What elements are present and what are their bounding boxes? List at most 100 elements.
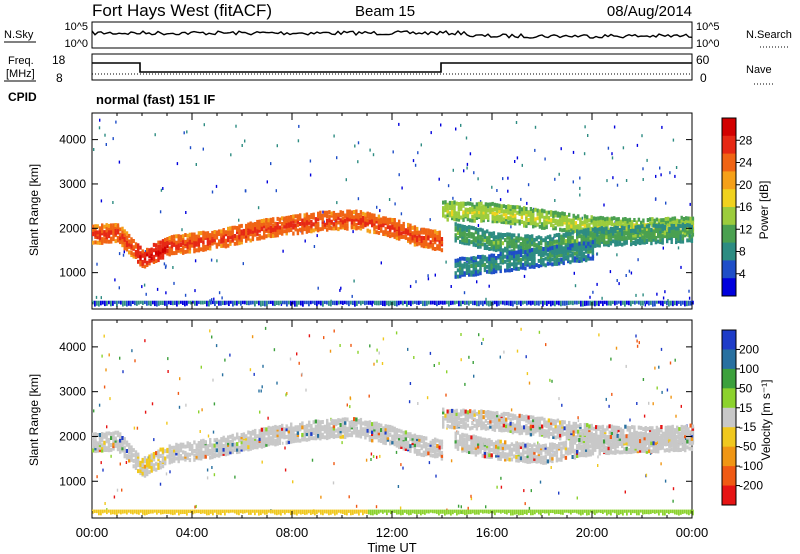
power-echo-cell — [504, 246, 507, 251]
power-echo-cell — [522, 237, 525, 242]
velocity-echo-cell — [640, 431, 643, 436]
velocity-echo-cell — [547, 420, 551, 425]
power-echo-cell — [465, 257, 469, 262]
power-echo-cell — [328, 210, 331, 215]
power-scatter-cell — [675, 166, 678, 169]
velocity-echo-cell — [312, 431, 315, 435]
velocity-echo-cell — [238, 435, 241, 440]
velocity-echo-cell — [484, 410, 488, 415]
power-echo-cell — [604, 224, 607, 229]
power-echo-cell — [330, 226, 333, 231]
power-echo-cell — [513, 233, 516, 238]
power-echo-cell — [619, 222, 623, 227]
velocity-echo-cell — [463, 446, 466, 451]
power-echo-cell — [453, 210, 456, 215]
power-echo-cell — [335, 215, 338, 220]
power-echo-cell — [609, 237, 613, 242]
power-echo-cell — [531, 253, 534, 258]
power-heatmap-panel: Slant Range [km] Power [dB] 100020003000… — [27, 112, 771, 310]
velocity-echo-cell — [491, 411, 494, 416]
power-echo-cell — [227, 235, 230, 240]
velocity-scatter-cell — [648, 401, 650, 405]
power-echo-cell — [267, 220, 270, 225]
power-echo-cell — [582, 254, 586, 259]
power-echo-cell — [524, 252, 527, 257]
velocity-echo-cell — [103, 440, 106, 445]
power-scatter-cell — [257, 206, 260, 210]
power-echo-cell — [614, 225, 617, 230]
power-scatter-cell — [298, 124, 300, 128]
power-echo-cell — [202, 240, 205, 245]
power-echo-cell — [456, 274, 460, 279]
power-ground-cell — [562, 300, 564, 306]
power-scatter-cell — [587, 134, 589, 137]
power-echo-cell — [506, 246, 509, 251]
power-echo-cell — [112, 223, 115, 228]
power-echo-cell — [164, 246, 167, 251]
velocity-echo-cell — [220, 442, 223, 447]
power-echo-cell — [688, 223, 691, 228]
velocity-echo-cell — [382, 437, 385, 442]
power-echo-cell — [686, 230, 689, 235]
power-echo-cell — [413, 233, 417, 238]
power-echo-cell — [159, 253, 162, 258]
velocity-echo-cell — [400, 429, 403, 434]
velocity-echo-cell — [398, 434, 401, 439]
velocity-scatter-cell — [382, 337, 385, 341]
power-echo-cell — [459, 256, 462, 261]
power-scatter-cell — [242, 262, 244, 266]
power-echo-cell — [572, 213, 575, 218]
power-echo-cell — [556, 213, 560, 218]
power-scatter-cell — [488, 284, 490, 288]
power-echo-cell — [285, 219, 288, 224]
power-echo-cell — [607, 237, 610, 242]
power-echo-cell — [202, 242, 205, 247]
power-echo-cell — [193, 237, 196, 242]
power-echo-cell — [393, 221, 396, 226]
power-echo-cell — [150, 249, 153, 254]
power-echo-cell — [242, 228, 246, 233]
power-echo-cell — [462, 203, 465, 208]
power-echo-cell — [660, 218, 663, 223]
velocity-echo-cell — [384, 435, 387, 439]
power-echo-cell — [571, 243, 574, 248]
power-echo-cell — [596, 232, 599, 237]
power-echo-cell — [398, 226, 401, 231]
power-echo-cell — [461, 224, 464, 229]
power-echo-cell — [549, 242, 552, 246]
velocity-echo-cell — [469, 412, 472, 417]
velocity-scatter-cell — [460, 358, 462, 362]
velocity-echo-cell — [204, 454, 207, 459]
power-echo-cell — [681, 239, 685, 244]
power-echo-cell — [229, 226, 232, 231]
velocity-echo-cell — [260, 430, 264, 435]
power-echo-cell — [551, 237, 554, 242]
power-echo-cell — [98, 226, 102, 231]
velocity-echo-cell — [446, 416, 449, 421]
power-echo-cell — [578, 230, 581, 235]
velocity-echo-cell — [139, 460, 142, 465]
power-echo-cell — [523, 220, 526, 225]
power-echo-cell — [200, 247, 203, 252]
velocity-echo-cell — [260, 438, 264, 443]
power-ground-cell — [464, 300, 466, 305]
power-echo-cell — [168, 238, 171, 243]
velocity-echo-cell — [148, 454, 151, 459]
power-echo-cell — [497, 240, 500, 245]
power-echo-cell — [483, 255, 487, 260]
power-ground-cell — [528, 300, 530, 305]
power-echo-cell — [431, 229, 435, 234]
power-ground-cell — [258, 300, 260, 306]
power-scatter-cell — [665, 201, 667, 205]
power-echo-cell — [479, 265, 482, 270]
power-ground-cell — [516, 300, 518, 306]
power-echo-cell — [616, 234, 619, 239]
power-echo-cell — [472, 235, 475, 240]
velocity-echo-cell — [278, 431, 282, 435]
power-echo-cell — [431, 233, 435, 237]
velocity-echo-cell — [377, 422, 381, 427]
power-ground-cell — [350, 300, 352, 305]
velocity-echo-cell — [332, 430, 336, 435]
velocity-echo-cell — [173, 453, 176, 458]
velocity-echo-cell — [193, 449, 196, 453]
